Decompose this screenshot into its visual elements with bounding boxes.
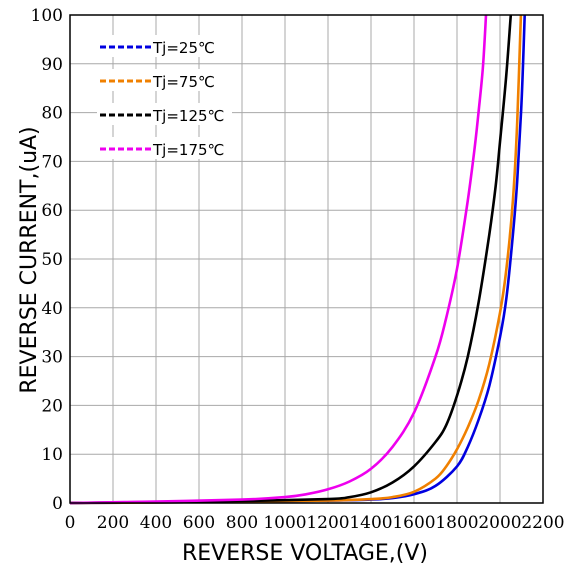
x-tick-label: 2000 [478, 513, 521, 533]
y-tick-labels: 0 10 20 30 40 50 60 70 80 90 100 [31, 6, 63, 514]
legend-label: Tj=25℃ [152, 39, 215, 57]
x-tick-label: 1400 [349, 513, 392, 533]
legend-label: Tj=75℃ [152, 73, 215, 91]
y-tick-label: 40 [41, 299, 63, 319]
y-tick-label: 50 [41, 250, 63, 270]
y-tick-label: 10 [41, 445, 63, 465]
legend: Tj=25℃ Tj=75℃ Tj=125℃ Tj=175℃ [97, 35, 232, 159]
y-tick-label: 80 [41, 104, 63, 124]
x-axis-title: REVERSE VOLTAGE,(V) [182, 541, 428, 566]
y-tick-label: 100 [31, 6, 63, 26]
x-tick-label: 1600 [392, 513, 435, 533]
y-tick-label: 60 [41, 201, 63, 221]
legend-item-background [97, 137, 232, 159]
series-line-tj-125- [69, 14, 513, 505]
plot-frame [69, 14, 544, 504]
x-tick-label: 2200 [521, 513, 564, 533]
y-tick-label: 30 [41, 348, 63, 368]
x-tick-label: 800 [226, 513, 258, 533]
x-tick-label: 1800 [435, 513, 478, 533]
x-tick-label: 1200 [306, 513, 349, 533]
y-tick-label: 70 [41, 152, 63, 172]
legend-item-background [97, 35, 232, 57]
x-tick-label: 200 [97, 513, 129, 533]
x-tick-label: 400 [140, 513, 172, 533]
x-tick-label: 600 [183, 513, 215, 533]
series-lines [69, 14, 526, 505]
y-axis-title: REVERSE CURRENT,(uA) [17, 126, 42, 393]
y-tick-label: 0 [52, 494, 63, 514]
x-tick-label: 0 [65, 513, 76, 533]
y-tick-label: 90 [41, 55, 63, 75]
legend-item-background [97, 103, 232, 125]
legend-label: Tj=175℃ [152, 141, 224, 159]
series-line-tj-175- [69, 14, 488, 505]
legend-item-background [97, 69, 232, 91]
x-tick-labels: 0 200 400 600 800 1000 1200 1400 1600 1800 2000 220… [65, 513, 565, 533]
y-tick-label: 20 [41, 396, 63, 416]
x-tick-label: 1000 [263, 513, 306, 533]
legend-label: Tj=125℃ [152, 107, 224, 125]
